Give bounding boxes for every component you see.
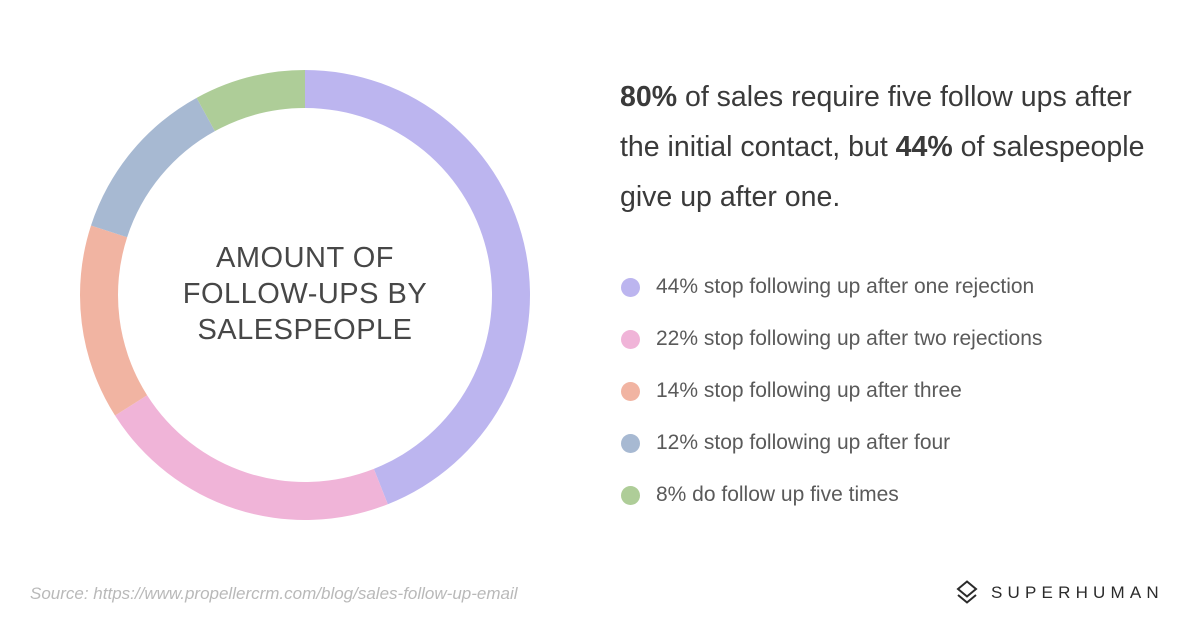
legend-label: 22% stop following up after two rejectio… bbox=[656, 327, 1043, 350]
brand: SUPERHUMAN bbox=[956, 580, 1164, 606]
legend-label: 14% stop following up after three bbox=[656, 379, 962, 402]
donut-slice bbox=[196, 70, 305, 132]
chart-title-line: FOLLOW-UPS BY bbox=[182, 278, 428, 310]
headline: 80% of sales require five follow ups aft… bbox=[620, 72, 1160, 222]
legend-label: 12% stop following up after four bbox=[656, 431, 951, 454]
source-note: Source: https://www.propellercrm.com/blo… bbox=[30, 584, 518, 603]
legend-swatch bbox=[621, 382, 640, 401]
donut-slice bbox=[305, 70, 530, 505]
chart-title: AMOUNT OF FOLLOW-UPS BY SALESPEOPLE bbox=[155, 240, 455, 348]
chart-title-line: SALESPEOPLE bbox=[197, 314, 413, 346]
legend-swatch bbox=[621, 434, 640, 453]
legend-swatch bbox=[621, 330, 640, 349]
headline-stat: 44% bbox=[895, 131, 953, 163]
legend-label: 44% stop following up after one rejectio… bbox=[656, 275, 1035, 298]
chart-title-line: AMOUNT OF bbox=[216, 242, 394, 274]
donut-slice bbox=[115, 395, 388, 520]
legend-swatch bbox=[621, 278, 640, 297]
headline-text: of sales require five follow ups after t… bbox=[620, 81, 1132, 163]
superhuman-logo-icon bbox=[956, 580, 978, 604]
donut-chart bbox=[80, 70, 530, 520]
headline-text: of salespeople give up after one. bbox=[620, 131, 1145, 213]
donut-slice bbox=[91, 97, 215, 238]
brand-name: SUPERHUMAN bbox=[991, 583, 1164, 602]
headline-stat: 80% bbox=[620, 81, 678, 113]
donut-slice bbox=[80, 225, 148, 416]
legend-swatch bbox=[621, 486, 640, 505]
legend-label: 8% do follow up five times bbox=[656, 483, 899, 506]
